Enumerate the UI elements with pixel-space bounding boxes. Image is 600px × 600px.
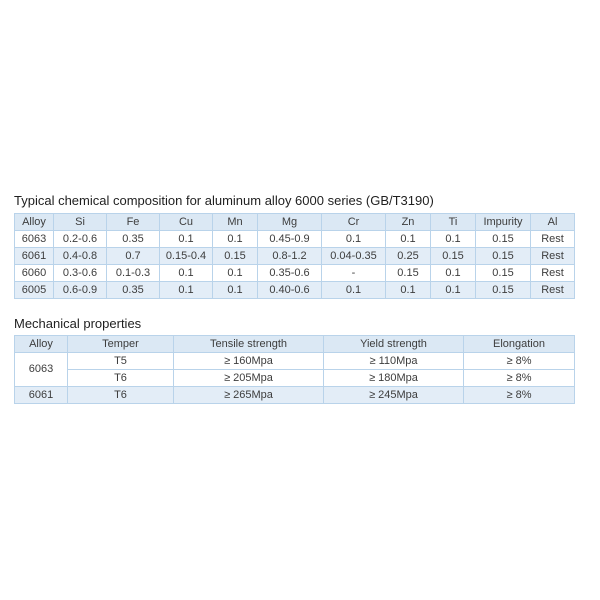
composition-value-cell: 0.1 bbox=[159, 230, 213, 248]
composition-value-cell: 0.35-0.6 bbox=[257, 264, 322, 282]
chem-row-6005: 6005 0.6-0.9 0.35 0.1 0.1 0.40-0.6 0.1 0.1 0.1 0.… bbox=[14, 281, 575, 299]
composition-value-cell: 0.35 bbox=[106, 230, 160, 248]
tensile-strength-cell: ≥ 160Mpa bbox=[173, 352, 324, 370]
composition-value-cell: 0.1 bbox=[212, 281, 258, 299]
mech-row-6061-T6: 6061 T6 ≥ 265Mpa ≥ 245Mpa ≥ 8% bbox=[14, 386, 575, 404]
elongation-cell: ≥ 8% bbox=[463, 369, 575, 387]
composition-value-cell: 0.15 bbox=[475, 264, 531, 282]
chem-col-header-fe: Fe bbox=[106, 213, 160, 231]
composition-value-cell: 0.1 bbox=[159, 281, 213, 299]
composition-value-cell: 0.1 bbox=[430, 264, 476, 282]
composition-value-cell: 0.7 bbox=[106, 247, 160, 265]
chemical-composition-table: Alloy Si Fe Cu Mn Mg Cr Zn Ti Impurity Al 6063 0.2-… bbox=[14, 213, 575, 299]
temper-cell: T5 bbox=[67, 352, 174, 370]
chemical-header-row: Alloy Si Fe Cu Mn Mg Cr Zn Ti Impurity Al bbox=[14, 213, 575, 231]
alloy-cell: 6063 bbox=[14, 352, 68, 387]
elongation-cell: ≥ 8% bbox=[463, 386, 575, 404]
composition-value-cell: 0.1 bbox=[212, 264, 258, 282]
temper-cell: T6 bbox=[67, 386, 174, 404]
composition-value-cell: 0.3-0.6 bbox=[53, 264, 107, 282]
chem-col-header-zn: Zn bbox=[385, 213, 431, 231]
composition-value-cell: 0.1 bbox=[430, 230, 476, 248]
composition-value-cell: 0.8-1.2 bbox=[257, 247, 322, 265]
mechanical-table-header: Alloy Temper Tensile strength Yield strengt… bbox=[14, 335, 575, 353]
chem-col-header-impurity: Impurity bbox=[475, 213, 531, 231]
composition-value-cell: 0.45-0.9 bbox=[257, 230, 322, 248]
composition-value-cell: Rest bbox=[530, 247, 575, 265]
chem-col-header-al: Al bbox=[530, 213, 575, 231]
composition-value-cell: 0.15 bbox=[212, 247, 258, 265]
alloy-cell: 6061 bbox=[14, 386, 68, 404]
composition-value-cell: 0.15-0.4 bbox=[159, 247, 213, 265]
composition-value-cell: 0.1-0.3 bbox=[106, 264, 160, 282]
composition-value-cell: 0.4-0.8 bbox=[53, 247, 107, 265]
composition-value-cell: 0.15 bbox=[430, 247, 476, 265]
composition-value-cell: 0.1 bbox=[385, 230, 431, 248]
composition-value-cell: 0.25 bbox=[385, 247, 431, 265]
composition-value-cell: 0.15 bbox=[475, 247, 531, 265]
composition-value-cell: 0.1 bbox=[159, 264, 213, 282]
document-content: Typical chemical composition for aluminu… bbox=[14, 193, 576, 404]
mechanical-properties-title: Mechanical properties bbox=[14, 316, 142, 331]
composition-value-cell: 0.15 bbox=[475, 281, 531, 299]
composition-value-cell: - bbox=[321, 264, 386, 282]
composition-value-cell: 0.1 bbox=[321, 230, 386, 248]
mechanical-table-body: 6063 T5 ≥ 160Mpa ≥ 110Mpa ≥ 8% T6 ≥ 205Mpa ≥ 18… bbox=[14, 352, 575, 404]
chemical-composition-title: Typical chemical composition for aluminu… bbox=[14, 193, 434, 208]
chem-col-header-mn: Mn bbox=[212, 213, 258, 231]
chem-row-6063: 6063 0.2-0.6 0.35 0.1 0.1 0.45-0.9 0.1 0.1 0.1 0.… bbox=[14, 230, 575, 248]
composition-value-cell: 0.1 bbox=[430, 281, 476, 299]
composition-value-cell: 0.2-0.6 bbox=[53, 230, 107, 248]
composition-value-cell: 0.15 bbox=[475, 230, 531, 248]
mech-col-header-elongation: Elongation bbox=[463, 335, 575, 353]
elongation-cell: ≥ 8% bbox=[463, 352, 575, 370]
mech-row-cont-T6: T6 ≥ 205Mpa ≥ 180Mpa ≥ 8% bbox=[15, 369, 575, 387]
chem-col-header-si: Si bbox=[53, 213, 107, 231]
mech-col-header-yield-strength: Yield strength bbox=[323, 335, 464, 353]
mechanical-properties-table: Alloy Temper Tensile strength Yield strengt… bbox=[14, 335, 575, 404]
composition-value-cell: 0.40-0.6 bbox=[257, 281, 322, 299]
yield-strength-cell: ≥ 245Mpa bbox=[323, 386, 464, 404]
chem-col-header-mg: Mg bbox=[257, 213, 322, 231]
mech-row-6063-T5: 6063 T5 ≥ 160Mpa ≥ 110Mpa ≥ 8% bbox=[14, 352, 575, 387]
mechanical-header-row: Alloy Temper Tensile strength Yield strengt… bbox=[14, 335, 575, 353]
composition-value-cell: Rest bbox=[530, 230, 575, 248]
composition-value-cell: 0.6-0.9 bbox=[53, 281, 107, 299]
chem-col-header-alloy: Alloy bbox=[14, 213, 54, 231]
composition-value-cell: 0.15 bbox=[385, 264, 431, 282]
chem-col-header-cr: Cr bbox=[321, 213, 386, 231]
alloy-cell: 6060 bbox=[14, 264, 54, 282]
mech-col-header-tensile-strength: Tensile strength bbox=[173, 335, 324, 353]
composition-value-cell: 0.1 bbox=[212, 230, 258, 248]
chem-col-header-ti: Ti bbox=[430, 213, 476, 231]
mech-col-header-temper: Temper bbox=[67, 335, 174, 353]
mech-col-header-alloy: Alloy bbox=[14, 335, 68, 353]
composition-value-cell: 0.35 bbox=[106, 281, 160, 299]
composition-value-cell: 0.1 bbox=[321, 281, 386, 299]
composition-value-cell: Rest bbox=[530, 264, 575, 282]
alloy-cell: 6063 bbox=[14, 230, 54, 248]
composition-value-cell: 0.04-0.35 bbox=[321, 247, 386, 265]
tensile-strength-cell: ≥ 205Mpa bbox=[173, 369, 324, 387]
alloy-cell: 6005 bbox=[14, 281, 54, 299]
chemical-table-header: Alloy Si Fe Cu Mn Mg Cr Zn Ti Impurity Al bbox=[14, 213, 575, 231]
composition-value-cell: 0.1 bbox=[385, 281, 431, 299]
chem-row-6060: 6060 0.3-0.6 0.1-0.3 0.1 0.1 0.35-0.6-0.15 0.1… bbox=[14, 264, 575, 282]
tensile-strength-cell: ≥ 265Mpa bbox=[173, 386, 324, 404]
yield-strength-cell: ≥ 180Mpa bbox=[323, 369, 464, 387]
chem-row-6061: 6061 0.4-0.8 0.7 0.15-0.4 0.15 0.8-1.2 0.04-0.… bbox=[14, 247, 575, 265]
alloy-cell: 6061 bbox=[14, 247, 54, 265]
chem-col-header-cu: Cu bbox=[159, 213, 213, 231]
yield-strength-cell: ≥ 110Mpa bbox=[323, 352, 464, 370]
composition-value-cell: Rest bbox=[530, 281, 575, 299]
chemical-table-body: 6063 0.2-0.6 0.35 0.1 0.1 0.45-0.9 0.1 0.1 0.1 0.… bbox=[14, 230, 575, 299]
temper-cell: T6 bbox=[67, 369, 174, 387]
